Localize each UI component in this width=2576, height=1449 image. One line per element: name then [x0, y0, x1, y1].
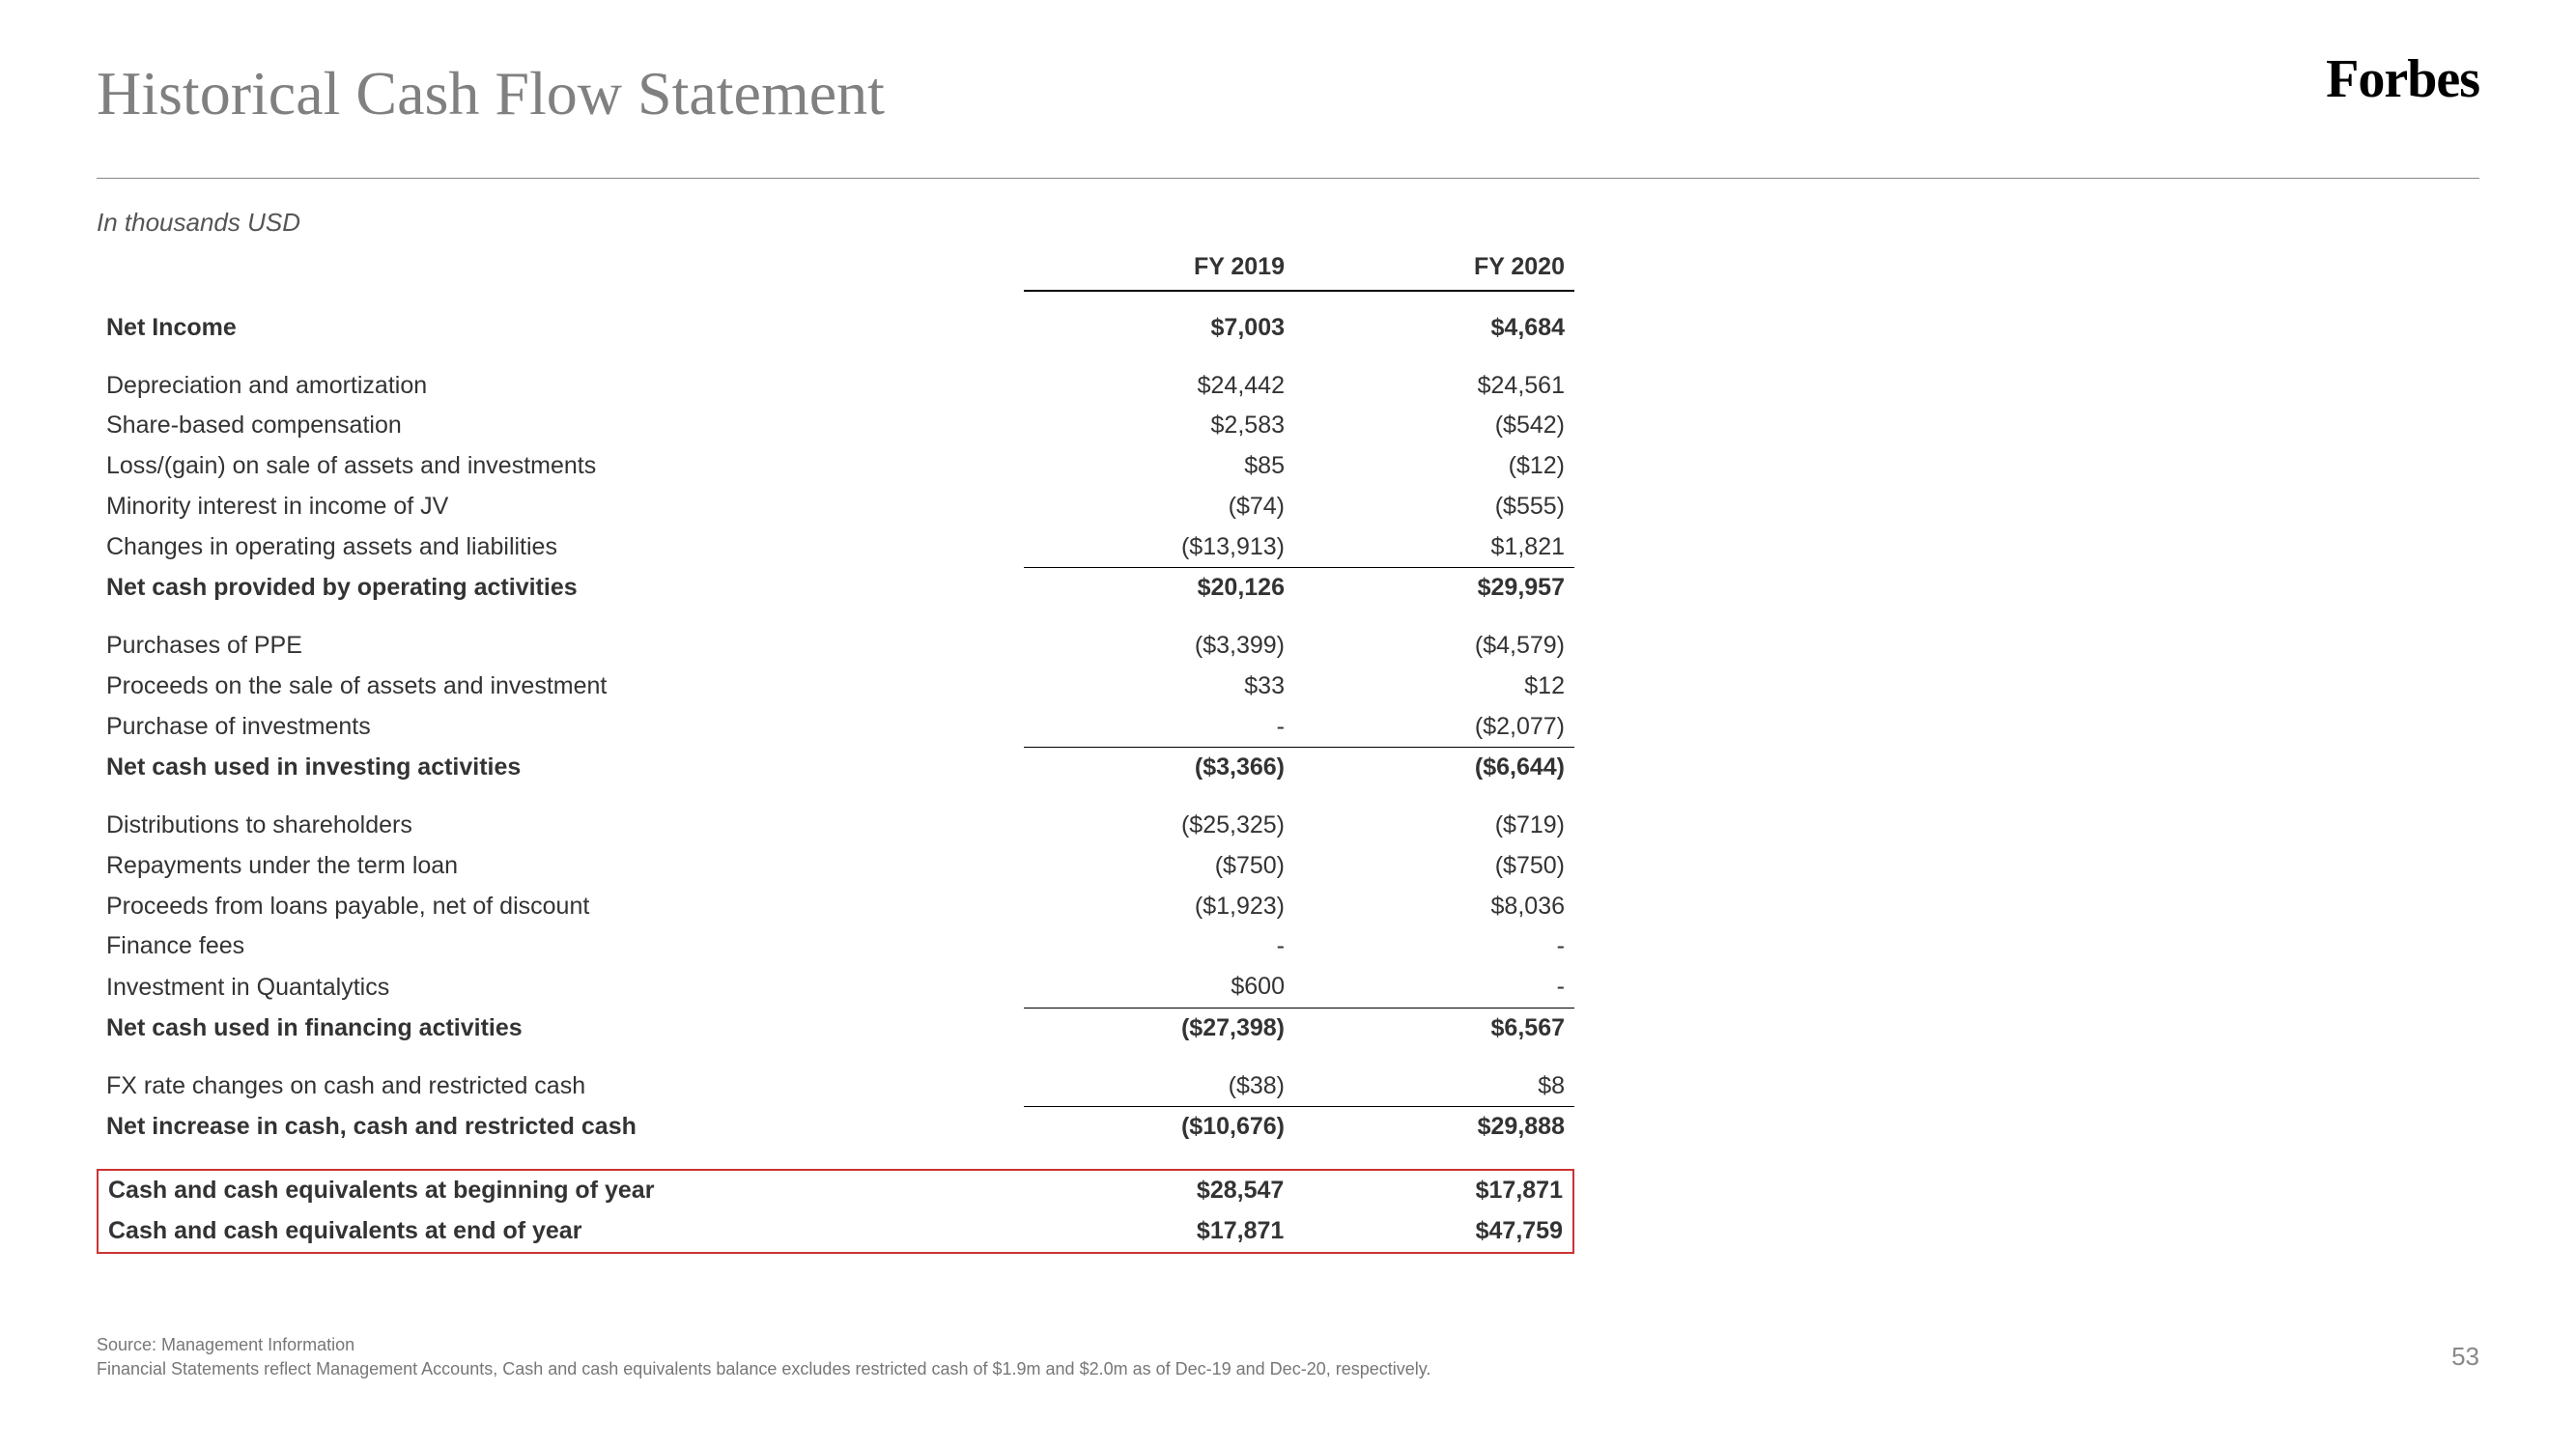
- cash-equivalents-highlight: Cash and cash equivalents at beginning o…: [97, 1169, 1574, 1254]
- row-fin-fees: Finance fees - -: [97, 926, 1574, 967]
- row-net-income: Net Income $7,003 $4,684: [97, 308, 1574, 349]
- divider: [97, 178, 2479, 179]
- footnote: Source: Management Information Financial…: [97, 1333, 1430, 1381]
- row-sbc: Share-based compensation $2,583 ($542): [97, 406, 1574, 446]
- page-number: 53: [2451, 1342, 2479, 1372]
- row-quant: Investment in Quantalytics $600 -: [97, 967, 1574, 1008]
- row-cash-begin: Cash and cash equivalents at beginning o…: [98, 1170, 1573, 1211]
- col-fy2020: FY 2020: [1294, 247, 1574, 291]
- row-dep-amort: Depreciation and amortization $24,442 $2…: [97, 366, 1574, 407]
- col-fy2019: FY 2019: [1024, 247, 1294, 291]
- row-purch-inv: Purchase of investments - ($2,077): [97, 707, 1574, 748]
- table-header: FY 2019 FY 2020: [97, 247, 1574, 291]
- row-operating-activities: Net cash provided by operating activitie…: [97, 568, 1574, 609]
- row-cash-end: Cash and cash equivalents at end of year…: [98, 1211, 1573, 1253]
- cashflow-table: FY 2019 FY 2020 Net Income $7,003 $4,684…: [97, 247, 1574, 1165]
- row-net-increase: Net increase in cash, cash and restricte…: [97, 1107, 1574, 1148]
- brand-logo: Forbes: [2326, 48, 2479, 110]
- row-minority: Minority interest in income of JV ($74) …: [97, 487, 1574, 527]
- row-proceeds-sale: Proceeds on the sale of assets and inves…: [97, 667, 1574, 707]
- row-changes: Changes in operating assets and liabilit…: [97, 527, 1574, 568]
- row-fx: FX rate changes on cash and restricted c…: [97, 1066, 1574, 1107]
- row-investing-activities: Net cash used in investing activities ($…: [97, 748, 1574, 788]
- page-title: Historical Cash Flow Statement: [97, 58, 2479, 129]
- row-ppe: Purchases of PPE ($3,399) ($4,579): [97, 626, 1574, 667]
- footnote-source: Source: Management Information: [97, 1333, 1430, 1357]
- units-subtitle: In thousands USD: [97, 208, 2479, 238]
- row-loans: Proceeds from loans payable, net of disc…: [97, 887, 1574, 927]
- slide: Forbes Historical Cash Flow Statement In…: [0, 0, 2576, 1449]
- row-financing-activities: Net cash used in financing activities ($…: [97, 1008, 1574, 1048]
- row-repay: Repayments under the term loan ($750) ($…: [97, 846, 1574, 887]
- footnote-detail: Financial Statements reflect Management …: [97, 1357, 1430, 1381]
- row-dist: Distributions to shareholders ($25,325) …: [97, 806, 1574, 846]
- row-loss-gain: Loss/(gain) on sale of assets and invest…: [97, 446, 1574, 487]
